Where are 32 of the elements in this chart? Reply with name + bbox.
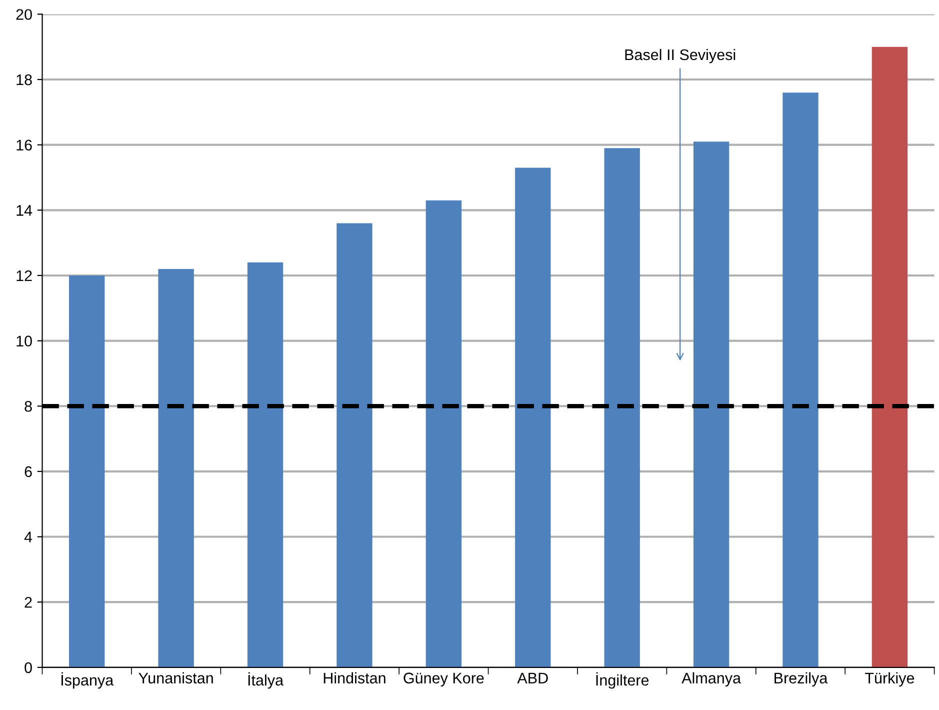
x-tick-label: Yunanistan bbox=[138, 672, 213, 684]
y-tick-label: 2 bbox=[24, 596, 32, 608]
bar bbox=[604, 148, 640, 668]
x-tick-label: İspanya bbox=[62, 672, 114, 689]
ref-line-label: Basel II Seviyesi bbox=[625, 48, 736, 64]
y-tick-label: 4 bbox=[24, 532, 32, 542]
y-tick-label: 12 bbox=[16, 270, 32, 282]
bar bbox=[515, 168, 551, 668]
y-tick-label: 8 bbox=[24, 400, 32, 412]
bar bbox=[336, 223, 372, 668]
x-tick-label: Brezilya bbox=[774, 672, 828, 687]
x-tick-label: Türkiye bbox=[865, 672, 914, 687]
x-tick-label: İngiltere bbox=[596, 672, 649, 689]
x-tick-label: ABD bbox=[517, 672, 548, 684]
x-tick-label: Güney Kore bbox=[404, 672, 484, 687]
bar bbox=[158, 268, 194, 668]
bar bbox=[693, 142, 730, 668]
bar bbox=[247, 262, 284, 668]
y-tick-label: 16 bbox=[16, 140, 32, 151]
bar bbox=[782, 92, 818, 668]
x-tick-label: Almanya bbox=[682, 672, 742, 687]
y-tick-label: 14 bbox=[16, 205, 32, 216]
y-tick-label: 20 bbox=[16, 9, 32, 20]
bar bbox=[872, 46, 908, 668]
y-tick-label: 10 bbox=[16, 336, 32, 346]
x-tick-label: İtalya bbox=[248, 672, 284, 689]
bar bbox=[426, 200, 462, 668]
y-tick-label: 0 bbox=[24, 662, 32, 674]
bar bbox=[69, 275, 105, 668]
x-tick-label: Hindistan bbox=[324, 672, 386, 684]
y-tick-label: 18 bbox=[16, 74, 32, 86]
y-tick-label: 6 bbox=[24, 466, 32, 478]
